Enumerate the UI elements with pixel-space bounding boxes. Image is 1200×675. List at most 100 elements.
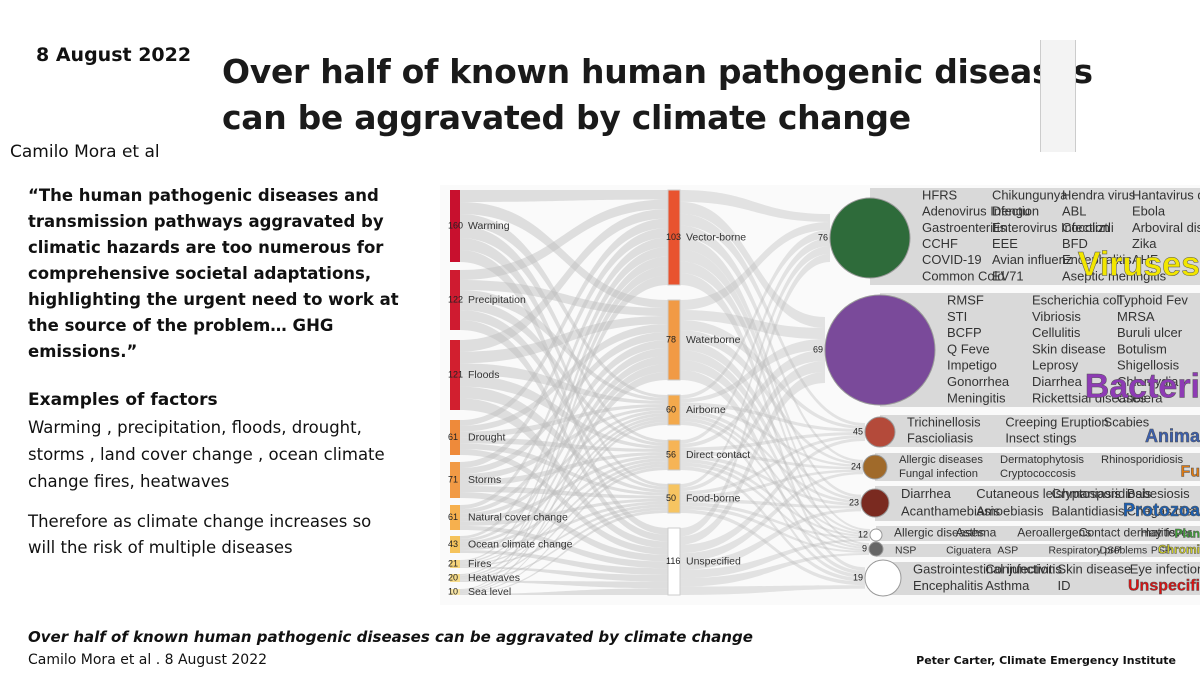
hazard-node [450, 560, 460, 568]
flow [460, 266, 668, 576]
disease-name: Cholera [1117, 390, 1163, 405]
flow [460, 356, 668, 563]
flow [460, 407, 668, 480]
disease-name: Amoebiasis [976, 504, 1044, 519]
flow [680, 421, 865, 578]
flow [680, 372, 825, 545]
disease-name: Skin disease [1032, 341, 1106, 356]
hazard-node [450, 589, 460, 595]
pathway-count: 116 [666, 556, 680, 566]
disease-name: Hendra virus [1062, 188, 1135, 203]
pathogen-node [864, 559, 902, 597]
pathway-node [667, 189, 681, 286]
title: Over half of known human pathogenic dise… [222, 52, 1093, 91]
disease-name: Avian influenz [992, 252, 1072, 267]
disease-name: STI [947, 309, 967, 324]
hazard-node [450, 340, 460, 410]
flow [680, 361, 825, 492]
pathogen-count: 19 [853, 572, 863, 582]
disease-name: Conjunctivitis [985, 562, 1062, 577]
flow [680, 225, 863, 463]
flow [460, 458, 668, 548]
disease-name: Chikungunya [992, 188, 1068, 203]
pathway-label: Waterborne [686, 334, 741, 346]
disease-name: Asthma [956, 526, 997, 540]
pathogen-label: Plan [1175, 527, 1200, 541]
example-line: change fires, heatwaves [28, 472, 230, 491]
disease-name: Leprosy [1032, 358, 1079, 373]
flow [680, 451, 863, 470]
disease-name: EV71 [992, 268, 1024, 283]
pathogen-label: Anima [1145, 426, 1200, 446]
hazard-count: 121 [448, 369, 463, 379]
flow [680, 261, 869, 545]
flow [460, 398, 668, 549]
flow [460, 452, 668, 486]
flow [460, 300, 668, 446]
disease-name: Hantavirus disease [1132, 188, 1200, 203]
disease-name: Allergic diseases [894, 526, 984, 540]
disease-name: EEE [992, 236, 1018, 251]
disease-name: Aseptic meningitis [1062, 268, 1166, 283]
disease-name: BCFP [947, 325, 982, 340]
flow [680, 237, 861, 498]
flow [460, 550, 668, 575]
word-cloud-panel [876, 526, 1200, 541]
disease-name: Cutaneous leishmaniasis [976, 486, 1121, 501]
flow [680, 417, 869, 549]
disease-name: BFD [1062, 236, 1088, 251]
pathogen-count: 24 [851, 461, 861, 471]
flow [680, 466, 865, 582]
flow [460, 437, 668, 452]
caption: Over half of known human pathogenic dise… [28, 628, 753, 646]
citation: Camilo Mora et al . 8 August 2022 [28, 652, 268, 668]
disease-name: Encephalitis [913, 578, 984, 593]
hazard-label: Fires [468, 558, 491, 570]
pathogen-label: Bacteri [1085, 367, 1200, 405]
hazard-label: Floods [468, 369, 500, 381]
disease-name: Diarrhea [901, 486, 952, 501]
hazard-label: Storms [468, 474, 501, 486]
flow [460, 238, 668, 487]
pathogen-count: 69 [813, 344, 823, 354]
disease-name: Chlamydia [1117, 374, 1179, 389]
flow [460, 413, 668, 545]
pathway-node [667, 483, 681, 514]
disease-name: Gastroenteritis [922, 220, 1006, 235]
disease-name: RMSF [947, 293, 984, 308]
quote-line: emissions.” [28, 342, 138, 361]
flow [680, 438, 865, 554]
flow [460, 190, 668, 202]
word-cloud-panel [870, 188, 1200, 285]
hazard-count: 61 [448, 432, 458, 442]
pathway-label: Vector-borne [686, 231, 746, 243]
flow [460, 375, 668, 449]
disease-name: Rhinosporidiosis [1101, 454, 1183, 466]
flow [460, 290, 668, 401]
flow [680, 230, 830, 399]
flow [680, 498, 861, 509]
hazard-node [450, 462, 460, 498]
title: can be aggravated by climate change [222, 98, 911, 137]
disease-name: Enterovirus Infection [992, 220, 1110, 235]
flow [680, 339, 825, 403]
flow [460, 320, 668, 542]
disease-name: Q Feve [947, 341, 990, 356]
flow [460, 202, 668, 308]
flow [680, 410, 861, 503]
flow [460, 363, 668, 404]
flow [460, 507, 668, 581]
word-cloud-panel [875, 486, 1200, 521]
hazard-count: 20 [448, 572, 458, 582]
flow [680, 320, 865, 429]
flow [460, 504, 668, 567]
disease-name: Gonorrhea [947, 374, 1010, 389]
flow [680, 435, 865, 495]
flow [460, 419, 668, 578]
word-cloud-panel [883, 562, 1200, 595]
pathway-count: 50 [666, 493, 676, 503]
flow [460, 228, 668, 468]
flow [680, 249, 870, 531]
disease-name: Ciguatera [946, 545, 991, 556]
hazard-count: 21 [448, 558, 458, 568]
